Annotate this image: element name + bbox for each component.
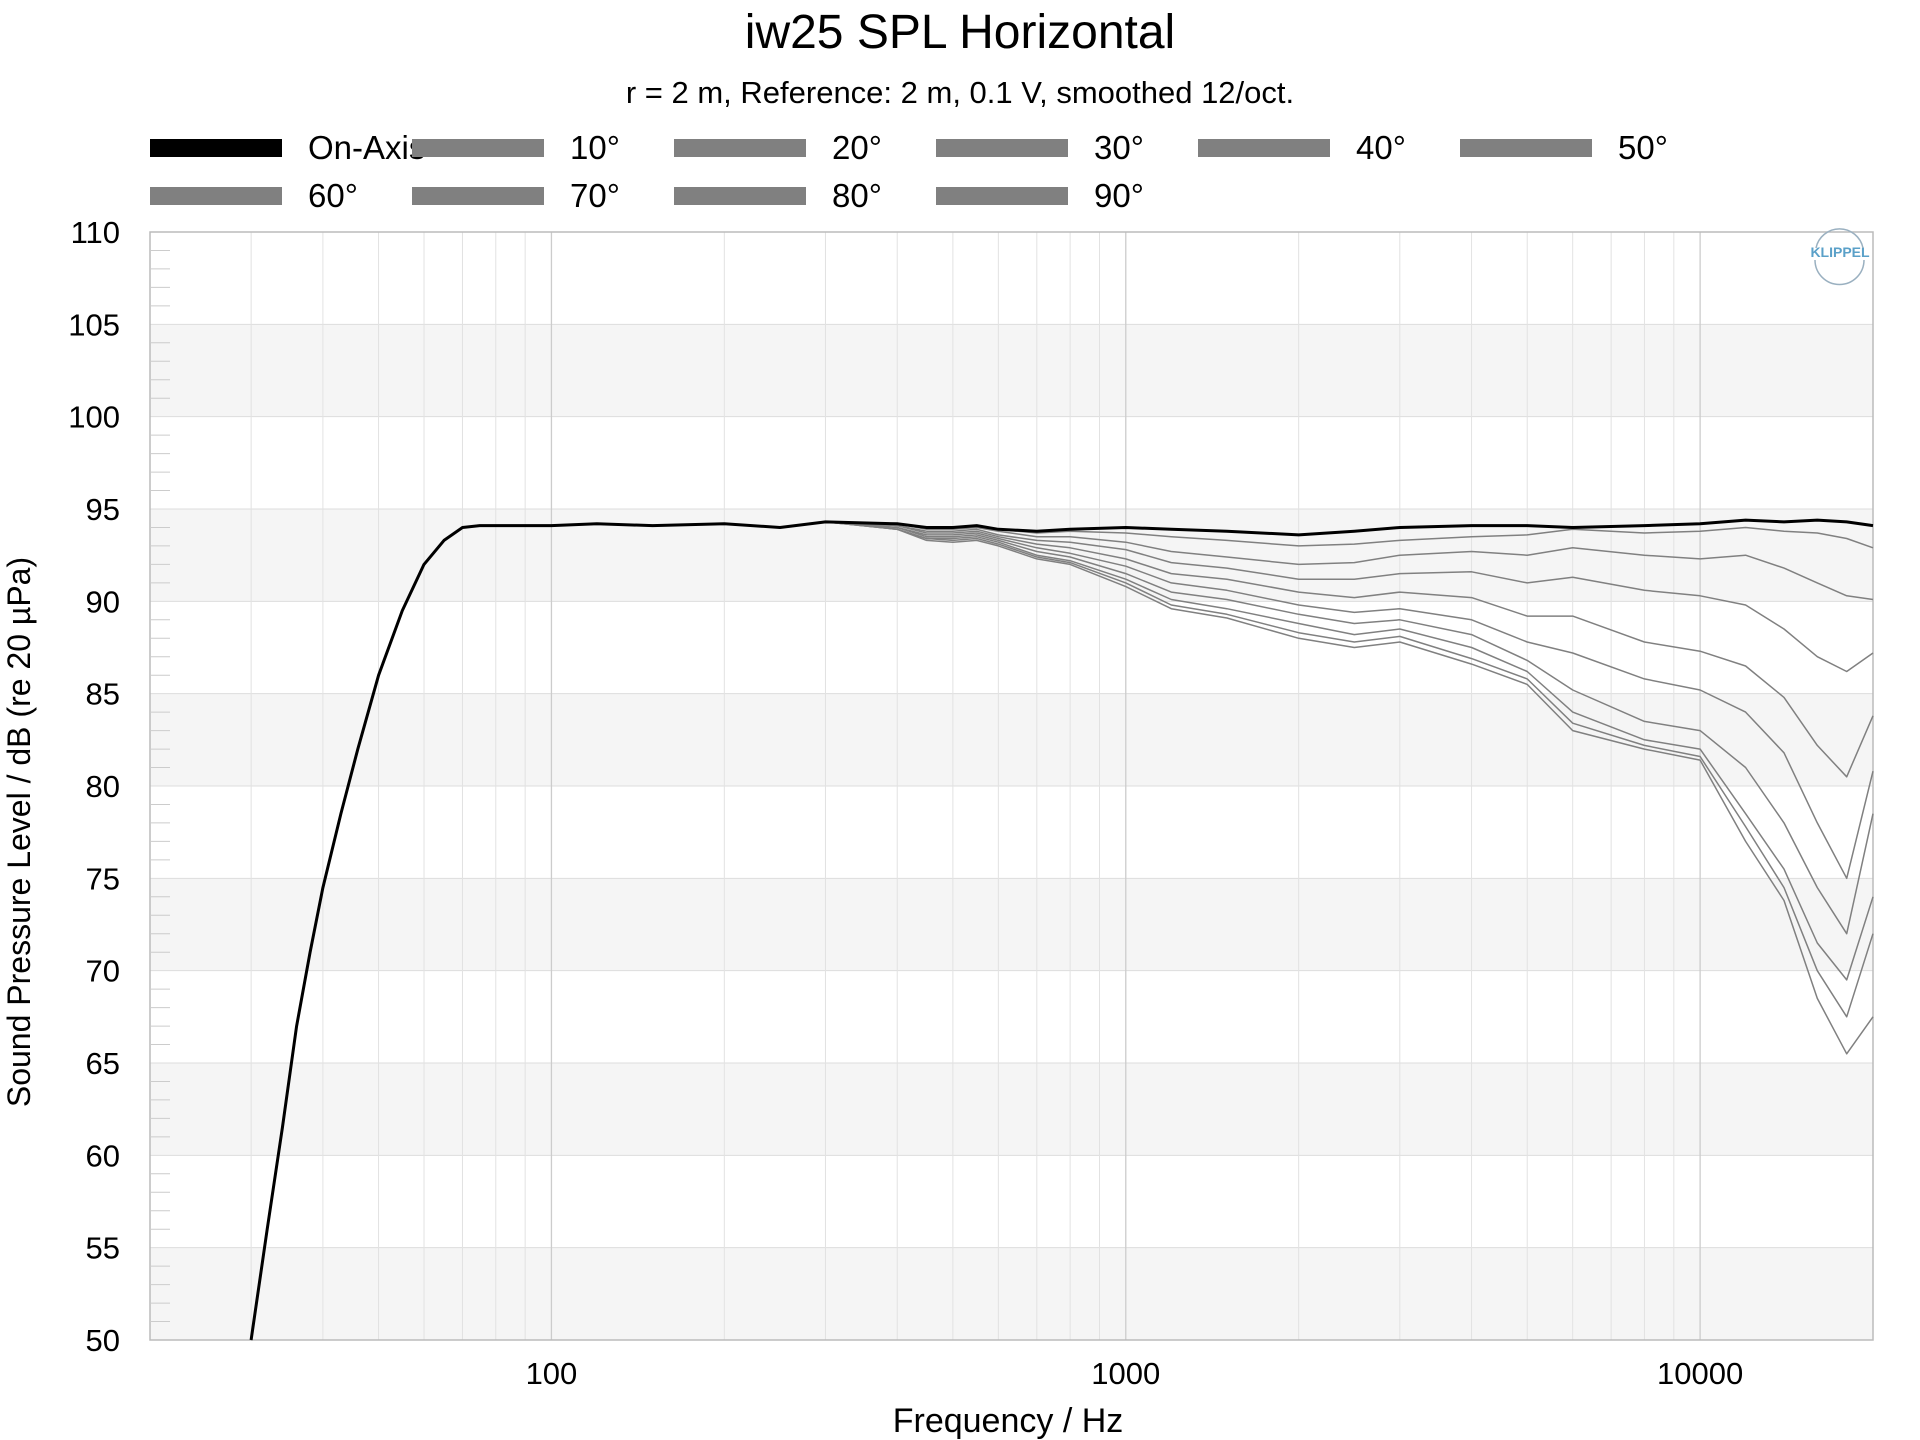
legend-label-4: 40° — [1356, 129, 1406, 166]
legend-label-8: 80° — [832, 177, 882, 214]
x-tick-label-10000: 10000 — [1657, 1356, 1743, 1391]
legend-swatch-0 — [150, 139, 282, 157]
plot-frame — [149, 231, 1874, 1341]
y-tick-labels: 50 55 60 65 70 75 80 85 90 95 100 105 110 — [68, 215, 120, 1358]
band-90 — [150, 509, 1873, 602]
y-tick-label-95: 95 — [86, 492, 120, 527]
legend: On-Axis 10° 20° 30° 40° 50° 60° 70° 80° 90° — [150, 129, 1668, 214]
legend-swatch-3 — [936, 139, 1068, 157]
band-105 — [150, 232, 1873, 325]
y-tick-label-75: 75 — [86, 861, 120, 896]
legend-label-3: 30° — [1094, 129, 1144, 166]
y-tick-label-50: 50 — [86, 1323, 120, 1358]
y-tick-label-80: 80 — [86, 769, 120, 804]
legend-swatch-5 — [1460, 139, 1592, 157]
band-65 — [150, 970, 1873, 1063]
band-95 — [150, 416, 1873, 509]
y-tick-label-85: 85 — [86, 677, 120, 712]
legend-swatch-8 — [674, 187, 806, 205]
series-line-on-axis — [249, 518, 1874, 1341]
legend-label-7: 70° — [570, 177, 620, 214]
klippel-logo: KLIPPEL — [1810, 228, 1870, 286]
legend-label-6: 60° — [308, 177, 358, 214]
y-minor-ticks — [150, 249, 170, 1323]
legend-swatch-2 — [674, 139, 806, 157]
x-tick-label-1000: 1000 — [1091, 1356, 1160, 1391]
y-tick-label-100: 100 — [68, 400, 120, 435]
legend-label-0: On-Axis — [308, 129, 425, 166]
chart-title: iw25 SPL Horizontal — [745, 6, 1175, 59]
legend-swatch-1 — [412, 139, 544, 157]
y-tick-label-70: 70 — [86, 954, 120, 989]
legend-swatch-9 — [936, 187, 1068, 205]
x-axis-label: Frequency / Hz — [893, 1402, 1124, 1440]
legend-label-2: 20° — [832, 129, 882, 166]
x-tick-label-100: 100 — [526, 1356, 578, 1391]
legend-swatch-7 — [412, 187, 544, 205]
klippel-watermark: KLIPPEL — [1810, 244, 1870, 260]
legend-label-5: 50° — [1618, 129, 1668, 166]
y-tick-label-65: 65 — [86, 1046, 120, 1081]
legend-swatch-4 — [1198, 139, 1330, 157]
series-lines — [249, 518, 1874, 1341]
legend-label-1: 10° — [570, 129, 620, 166]
band-85 — [150, 601, 1873, 694]
x-tick-labels: 100 1000 10000 — [526, 1356, 1744, 1391]
grid-lines — [150, 231, 1873, 1341]
background-bands — [150, 232, 1873, 1340]
band-80 — [150, 693, 1873, 786]
y-tick-label-105: 105 — [68, 307, 120, 342]
y-tick-label-60: 60 — [86, 1138, 120, 1173]
band-50 — [150, 1247, 1873, 1340]
band-75 — [150, 786, 1873, 879]
band-60 — [150, 1063, 1873, 1156]
band-100 — [150, 324, 1873, 417]
y-tick-label-90: 90 — [86, 584, 120, 619]
band-70 — [150, 878, 1873, 971]
legend-swatch-6 — [150, 187, 282, 205]
chart-subtitle: r = 2 m, Reference: 2 m, 0.1 V, smoothed… — [626, 75, 1294, 110]
y-tick-label-55: 55 — [86, 1231, 120, 1266]
band-55 — [150, 1155, 1873, 1248]
y-axis-label: Sound Pressure Level / dB (re 20 µPa) — [1, 557, 37, 1107]
y-tick-label-110: 110 — [71, 215, 120, 250]
legend-label-9: 90° — [1094, 177, 1144, 214]
